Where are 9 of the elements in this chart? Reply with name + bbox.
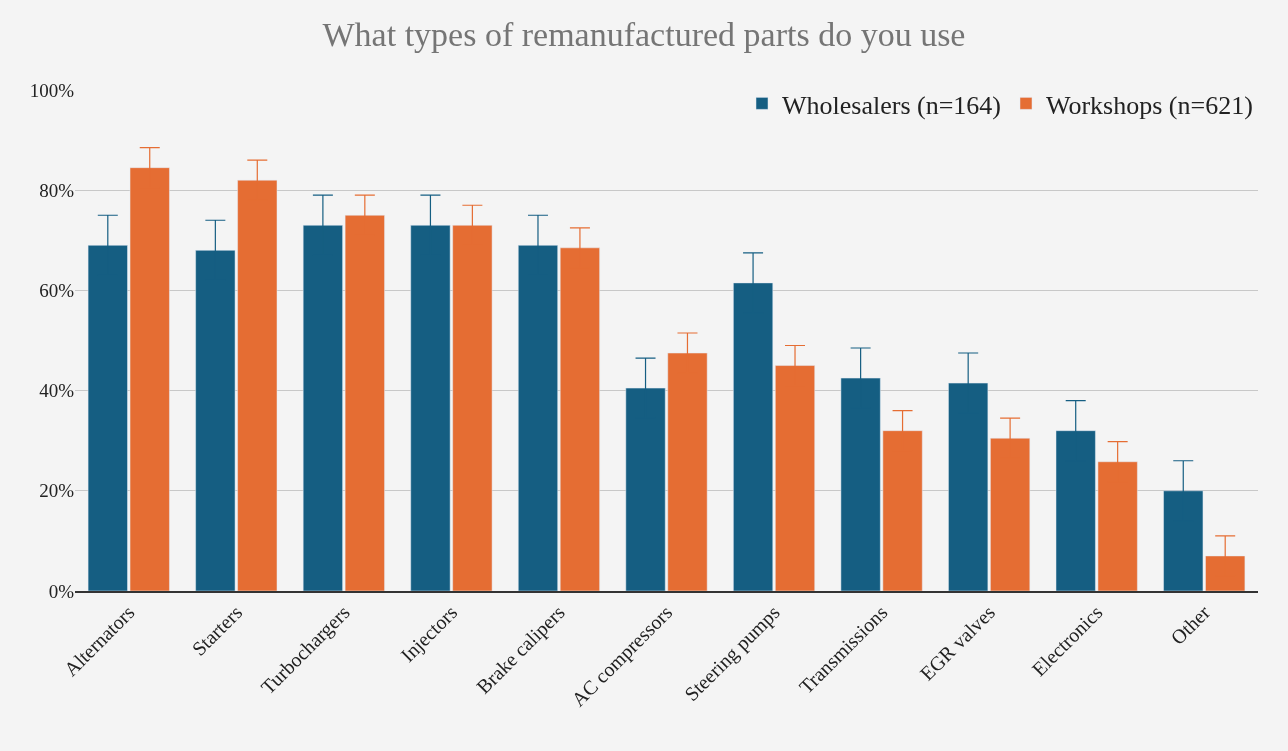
y-tick-label: 60%: [39, 280, 75, 302]
y-tick-label: 100%: [29, 79, 75, 101]
y-tick-label: 40%: [39, 380, 75, 402]
y-tick-label: 20%: [39, 480, 75, 502]
chart-title: What types of remanufactured parts do you use: [322, 16, 966, 54]
y-tick-label: 80%: [39, 179, 75, 201]
y-tick-label: 0%: [48, 580, 75, 602]
legend-label: Wholesalers (n=164): [782, 90, 1001, 120]
legend-label: Workshops (n=621): [1045, 90, 1253, 120]
